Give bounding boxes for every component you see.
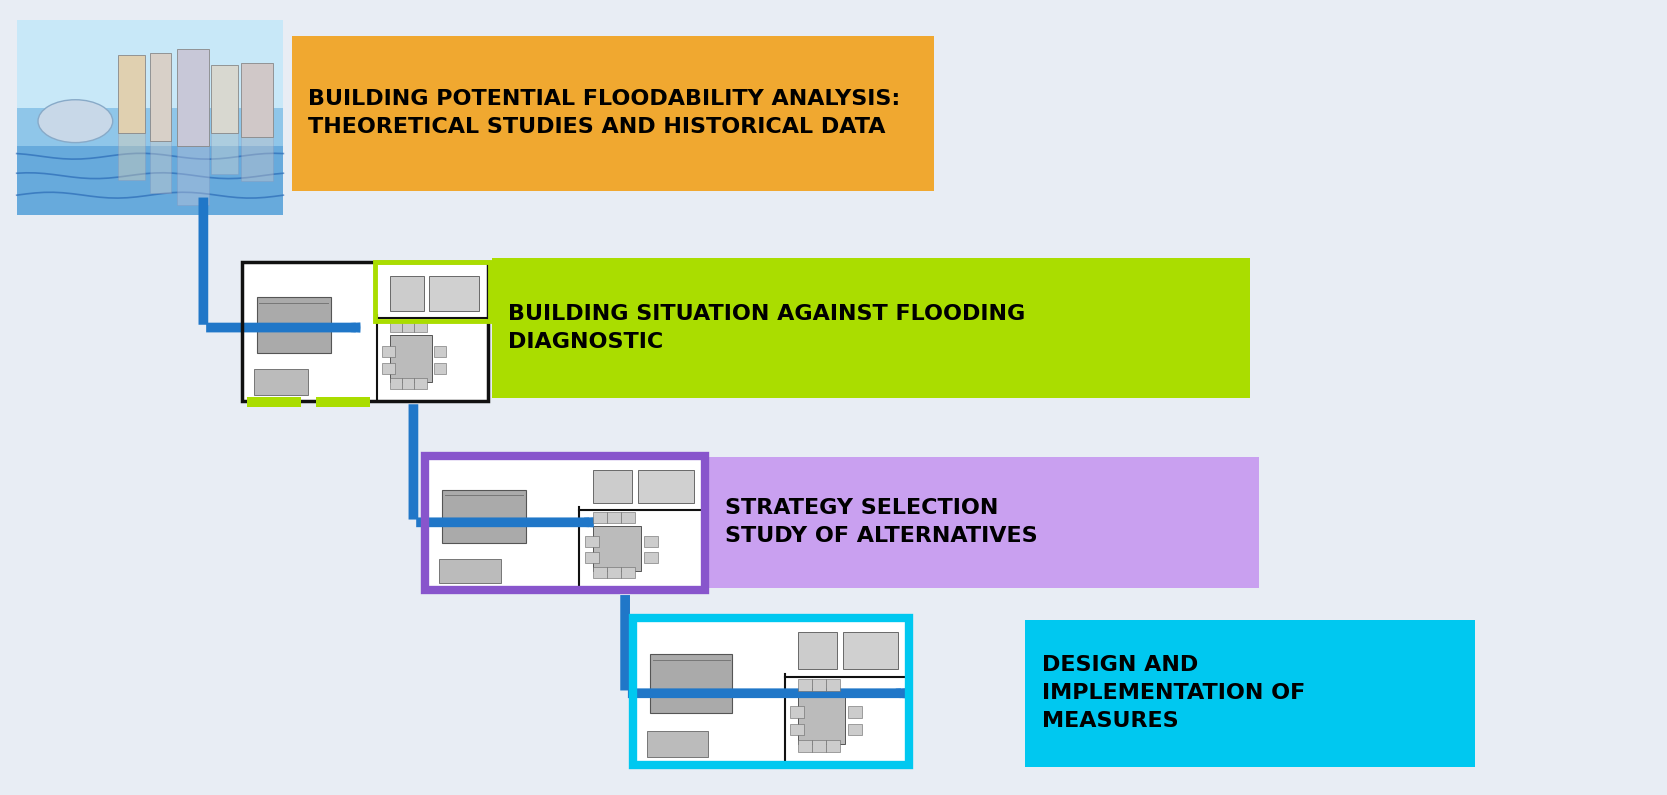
FancyBboxPatch shape — [650, 654, 732, 713]
FancyBboxPatch shape — [390, 277, 425, 311]
FancyBboxPatch shape — [643, 537, 657, 547]
FancyBboxPatch shape — [402, 320, 415, 332]
FancyBboxPatch shape — [842, 633, 897, 669]
FancyBboxPatch shape — [382, 363, 395, 374]
Ellipse shape — [38, 99, 113, 142]
FancyBboxPatch shape — [247, 398, 302, 407]
FancyBboxPatch shape — [390, 320, 402, 332]
FancyBboxPatch shape — [1025, 620, 1475, 767]
FancyBboxPatch shape — [633, 618, 909, 765]
FancyBboxPatch shape — [428, 277, 478, 311]
FancyBboxPatch shape — [593, 470, 632, 503]
Text: DESIGN AND
IMPLEMENTATION OF
MEASURES: DESIGN AND IMPLEMENTATION OF MEASURES — [1042, 655, 1305, 731]
FancyBboxPatch shape — [827, 680, 840, 691]
FancyBboxPatch shape — [790, 723, 803, 735]
FancyBboxPatch shape — [17, 20, 283, 215]
FancyBboxPatch shape — [17, 107, 283, 215]
FancyBboxPatch shape — [242, 262, 488, 401]
FancyBboxPatch shape — [257, 297, 330, 353]
FancyBboxPatch shape — [150, 53, 172, 141]
FancyBboxPatch shape — [827, 740, 840, 751]
FancyBboxPatch shape — [849, 723, 862, 735]
FancyBboxPatch shape — [240, 63, 273, 137]
FancyBboxPatch shape — [415, 320, 427, 332]
FancyBboxPatch shape — [433, 346, 447, 357]
FancyBboxPatch shape — [253, 370, 308, 394]
Text: BUILDING SITUATION AGAINST FLOODING
DIAGNOSTIC: BUILDING SITUATION AGAINST FLOODING DIAG… — [508, 304, 1025, 351]
FancyBboxPatch shape — [240, 137, 273, 181]
FancyBboxPatch shape — [638, 470, 693, 503]
FancyBboxPatch shape — [390, 378, 402, 389]
FancyBboxPatch shape — [849, 706, 862, 718]
FancyBboxPatch shape — [17, 146, 283, 215]
FancyBboxPatch shape — [798, 740, 812, 751]
FancyBboxPatch shape — [585, 553, 598, 563]
FancyBboxPatch shape — [177, 49, 208, 146]
FancyBboxPatch shape — [433, 363, 447, 374]
FancyBboxPatch shape — [622, 567, 635, 578]
FancyBboxPatch shape — [315, 398, 370, 407]
FancyBboxPatch shape — [150, 141, 172, 193]
FancyBboxPatch shape — [607, 513, 622, 523]
FancyBboxPatch shape — [622, 513, 635, 523]
FancyBboxPatch shape — [647, 731, 708, 758]
FancyBboxPatch shape — [492, 258, 1250, 398]
FancyBboxPatch shape — [708, 457, 1259, 588]
FancyBboxPatch shape — [118, 55, 145, 133]
FancyBboxPatch shape — [643, 553, 657, 563]
FancyBboxPatch shape — [593, 567, 607, 578]
FancyBboxPatch shape — [798, 680, 812, 691]
FancyBboxPatch shape — [382, 346, 395, 357]
Text: STRATEGY SELECTION
STUDY OF ALTERNATIVES: STRATEGY SELECTION STUDY OF ALTERNATIVES — [725, 498, 1039, 546]
FancyBboxPatch shape — [212, 133, 238, 174]
FancyBboxPatch shape — [212, 64, 238, 133]
FancyBboxPatch shape — [118, 133, 145, 180]
FancyBboxPatch shape — [812, 680, 827, 691]
FancyBboxPatch shape — [593, 525, 640, 571]
FancyBboxPatch shape — [790, 706, 803, 718]
FancyBboxPatch shape — [442, 490, 525, 543]
FancyBboxPatch shape — [798, 633, 837, 669]
Text: BUILDING POTENTIAL FLOODABILITY ANALYSIS:
THEORETICAL STUDIES AND HISTORICAL DAT: BUILDING POTENTIAL FLOODABILITY ANALYSIS… — [308, 89, 900, 137]
FancyBboxPatch shape — [425, 456, 705, 590]
FancyBboxPatch shape — [292, 36, 934, 191]
FancyBboxPatch shape — [798, 694, 845, 744]
FancyBboxPatch shape — [402, 378, 415, 389]
FancyBboxPatch shape — [390, 335, 432, 382]
FancyBboxPatch shape — [593, 513, 607, 523]
FancyBboxPatch shape — [585, 537, 598, 547]
FancyBboxPatch shape — [812, 740, 827, 751]
FancyBboxPatch shape — [607, 567, 622, 578]
FancyBboxPatch shape — [177, 146, 208, 205]
FancyBboxPatch shape — [438, 559, 500, 584]
FancyBboxPatch shape — [415, 378, 427, 389]
